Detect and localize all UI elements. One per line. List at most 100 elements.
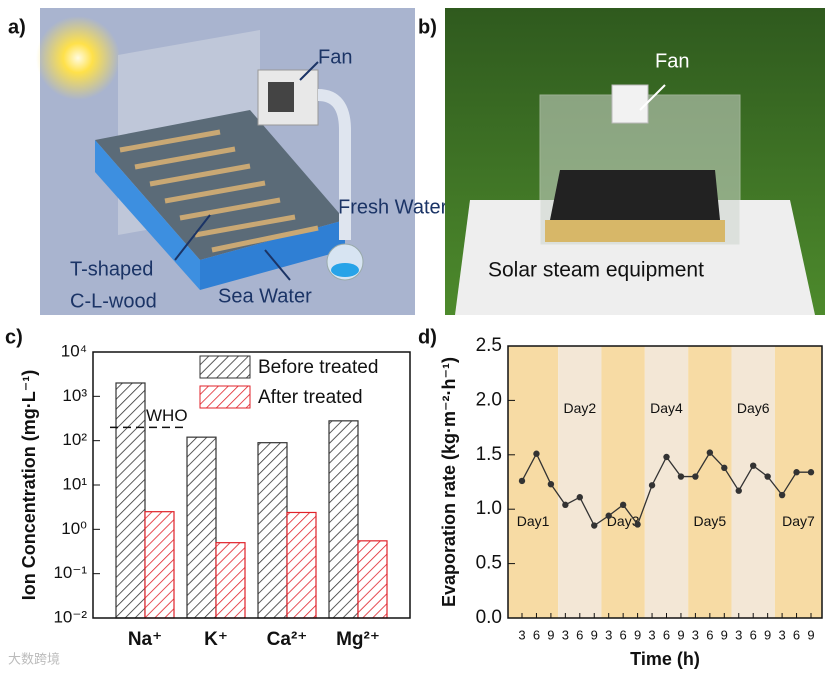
y-tick-label: 10³ — [62, 386, 87, 405]
annotation: Solar steam equipment — [488, 259, 704, 282]
legend-label: Before treated — [258, 357, 378, 378]
x-tick-label: 3 — [605, 627, 612, 642]
x-tick-label: 6 — [793, 627, 800, 642]
y-tick-label: 1.5 — [476, 444, 502, 465]
day-label: Day7 — [782, 513, 815, 529]
day-label: Day2 — [563, 400, 596, 416]
point — [750, 462, 757, 469]
point — [533, 450, 540, 457]
x-tick-label: 3 — [735, 627, 742, 642]
point — [706, 449, 714, 456]
x-tick-label: 6 — [533, 627, 540, 642]
legend-swatch — [199, 355, 251, 379]
pointer — [299, 61, 319, 81]
y-tick-label: 2.5 — [476, 335, 502, 356]
wood-top — [95, 110, 345, 260]
legend-swatch — [199, 385, 251, 409]
water-side — [95, 140, 200, 290]
day-band — [731, 346, 775, 618]
y-tick-label: 0.5 — [476, 553, 502, 574]
bar — [144, 511, 175, 619]
bar — [115, 382, 146, 619]
sun — [36, 16, 120, 100]
wood-slats — [119, 129, 319, 253]
x-tick-label: 3 — [692, 627, 699, 642]
point — [648, 482, 656, 489]
x-tick-label: 9 — [677, 627, 684, 642]
annotation: T-shaped — [70, 258, 153, 280]
y-tick-label: 10⁻¹ — [53, 563, 87, 582]
annotation: C-L-wood — [70, 290, 157, 312]
y-tick-label: 10⁴ — [61, 341, 87, 360]
point — [778, 491, 786, 499]
panel-b: Fan Solar steam equipment b) — [418, 8, 825, 315]
bar — [186, 436, 217, 619]
y-tick-label: 10⁰ — [61, 519, 87, 538]
condenser-tube — [317, 89, 351, 240]
panel-label: c) — [5, 326, 23, 348]
x-tick-label: 3 — [648, 627, 655, 642]
watermark: 大数跨境 — [8, 651, 60, 666]
fan — [268, 82, 294, 112]
point — [807, 469, 815, 476]
bar — [357, 540, 388, 619]
point — [576, 494, 583, 501]
x-tick-label: 3 — [518, 627, 525, 642]
point — [721, 464, 728, 472]
point — [605, 512, 612, 519]
annotation: Fan — [655, 50, 689, 72]
legend-label: After treated — [258, 387, 363, 408]
x-tick-label: 6 — [663, 627, 670, 642]
pointer — [639, 84, 666, 111]
y-axis-label: Ion Concentration (mg·L⁻¹) — [19, 370, 39, 600]
bar — [286, 511, 317, 619]
x-tick-label: 9 — [807, 627, 814, 642]
x-tick-label: Na⁺ — [128, 629, 162, 650]
y-axis-label: Evaporation rate (kg·m⁻²·h⁻¹) — [439, 357, 459, 607]
x-tick-label: 6 — [706, 627, 713, 642]
reference-label: WHO — [146, 406, 188, 425]
plot-frame — [507, 345, 823, 619]
bar — [328, 420, 359, 619]
y-tick-label: 10⁻² — [53, 607, 87, 626]
bar — [215, 542, 246, 619]
bar — [257, 442, 288, 619]
y-tick-label: 0.0 — [476, 607, 502, 628]
panel-a: Fan Fresh Water T-shaped C-L-wood Sea Wa… — [8, 8, 448, 315]
plot-frame — [92, 351, 411, 619]
charts: c) Ion Concentration (mg·L⁻¹) 10⁻² 10⁻¹ 10⁰ 1… — [5, 326, 823, 669]
x-tick-label: 3 — [778, 627, 785, 642]
panel-label: d) — [418, 326, 437, 348]
point — [562, 501, 569, 509]
point — [764, 473, 771, 480]
point — [692, 473, 699, 480]
pointer — [264, 249, 291, 281]
water-front — [200, 220, 345, 290]
day-label: Day5 — [694, 513, 727, 529]
y-tick-label: 1.0 — [476, 498, 502, 519]
fan — [611, 84, 649, 124]
x-tick-label: 9 — [721, 627, 728, 642]
x-tick-label: 6 — [620, 627, 627, 642]
day-band — [688, 346, 732, 618]
solar-absorber — [550, 170, 720, 220]
point — [663, 453, 670, 461]
point — [518, 477, 526, 485]
x-tick-label: 9 — [764, 627, 771, 642]
x-tick-label: 3 — [562, 627, 569, 642]
y-tick-label: 2.0 — [476, 389, 502, 410]
y-tick-label: 10² — [62, 430, 87, 449]
point — [677, 473, 685, 480]
annotation: Sea Water — [218, 285, 312, 307]
day-label: Day4 — [650, 400, 683, 416]
day-label: Day1 — [517, 513, 550, 529]
y-tick-label: 10¹ — [62, 474, 87, 493]
x-tick-label: Ca²⁺ — [267, 629, 308, 650]
x-tick-label: 6 — [750, 627, 757, 642]
annotation: Fresh Water — [338, 196, 448, 218]
day-band — [774, 346, 822, 618]
point — [735, 487, 742, 494]
point — [619, 501, 627, 509]
x-tick-label: Mg²⁺ — [336, 629, 380, 650]
